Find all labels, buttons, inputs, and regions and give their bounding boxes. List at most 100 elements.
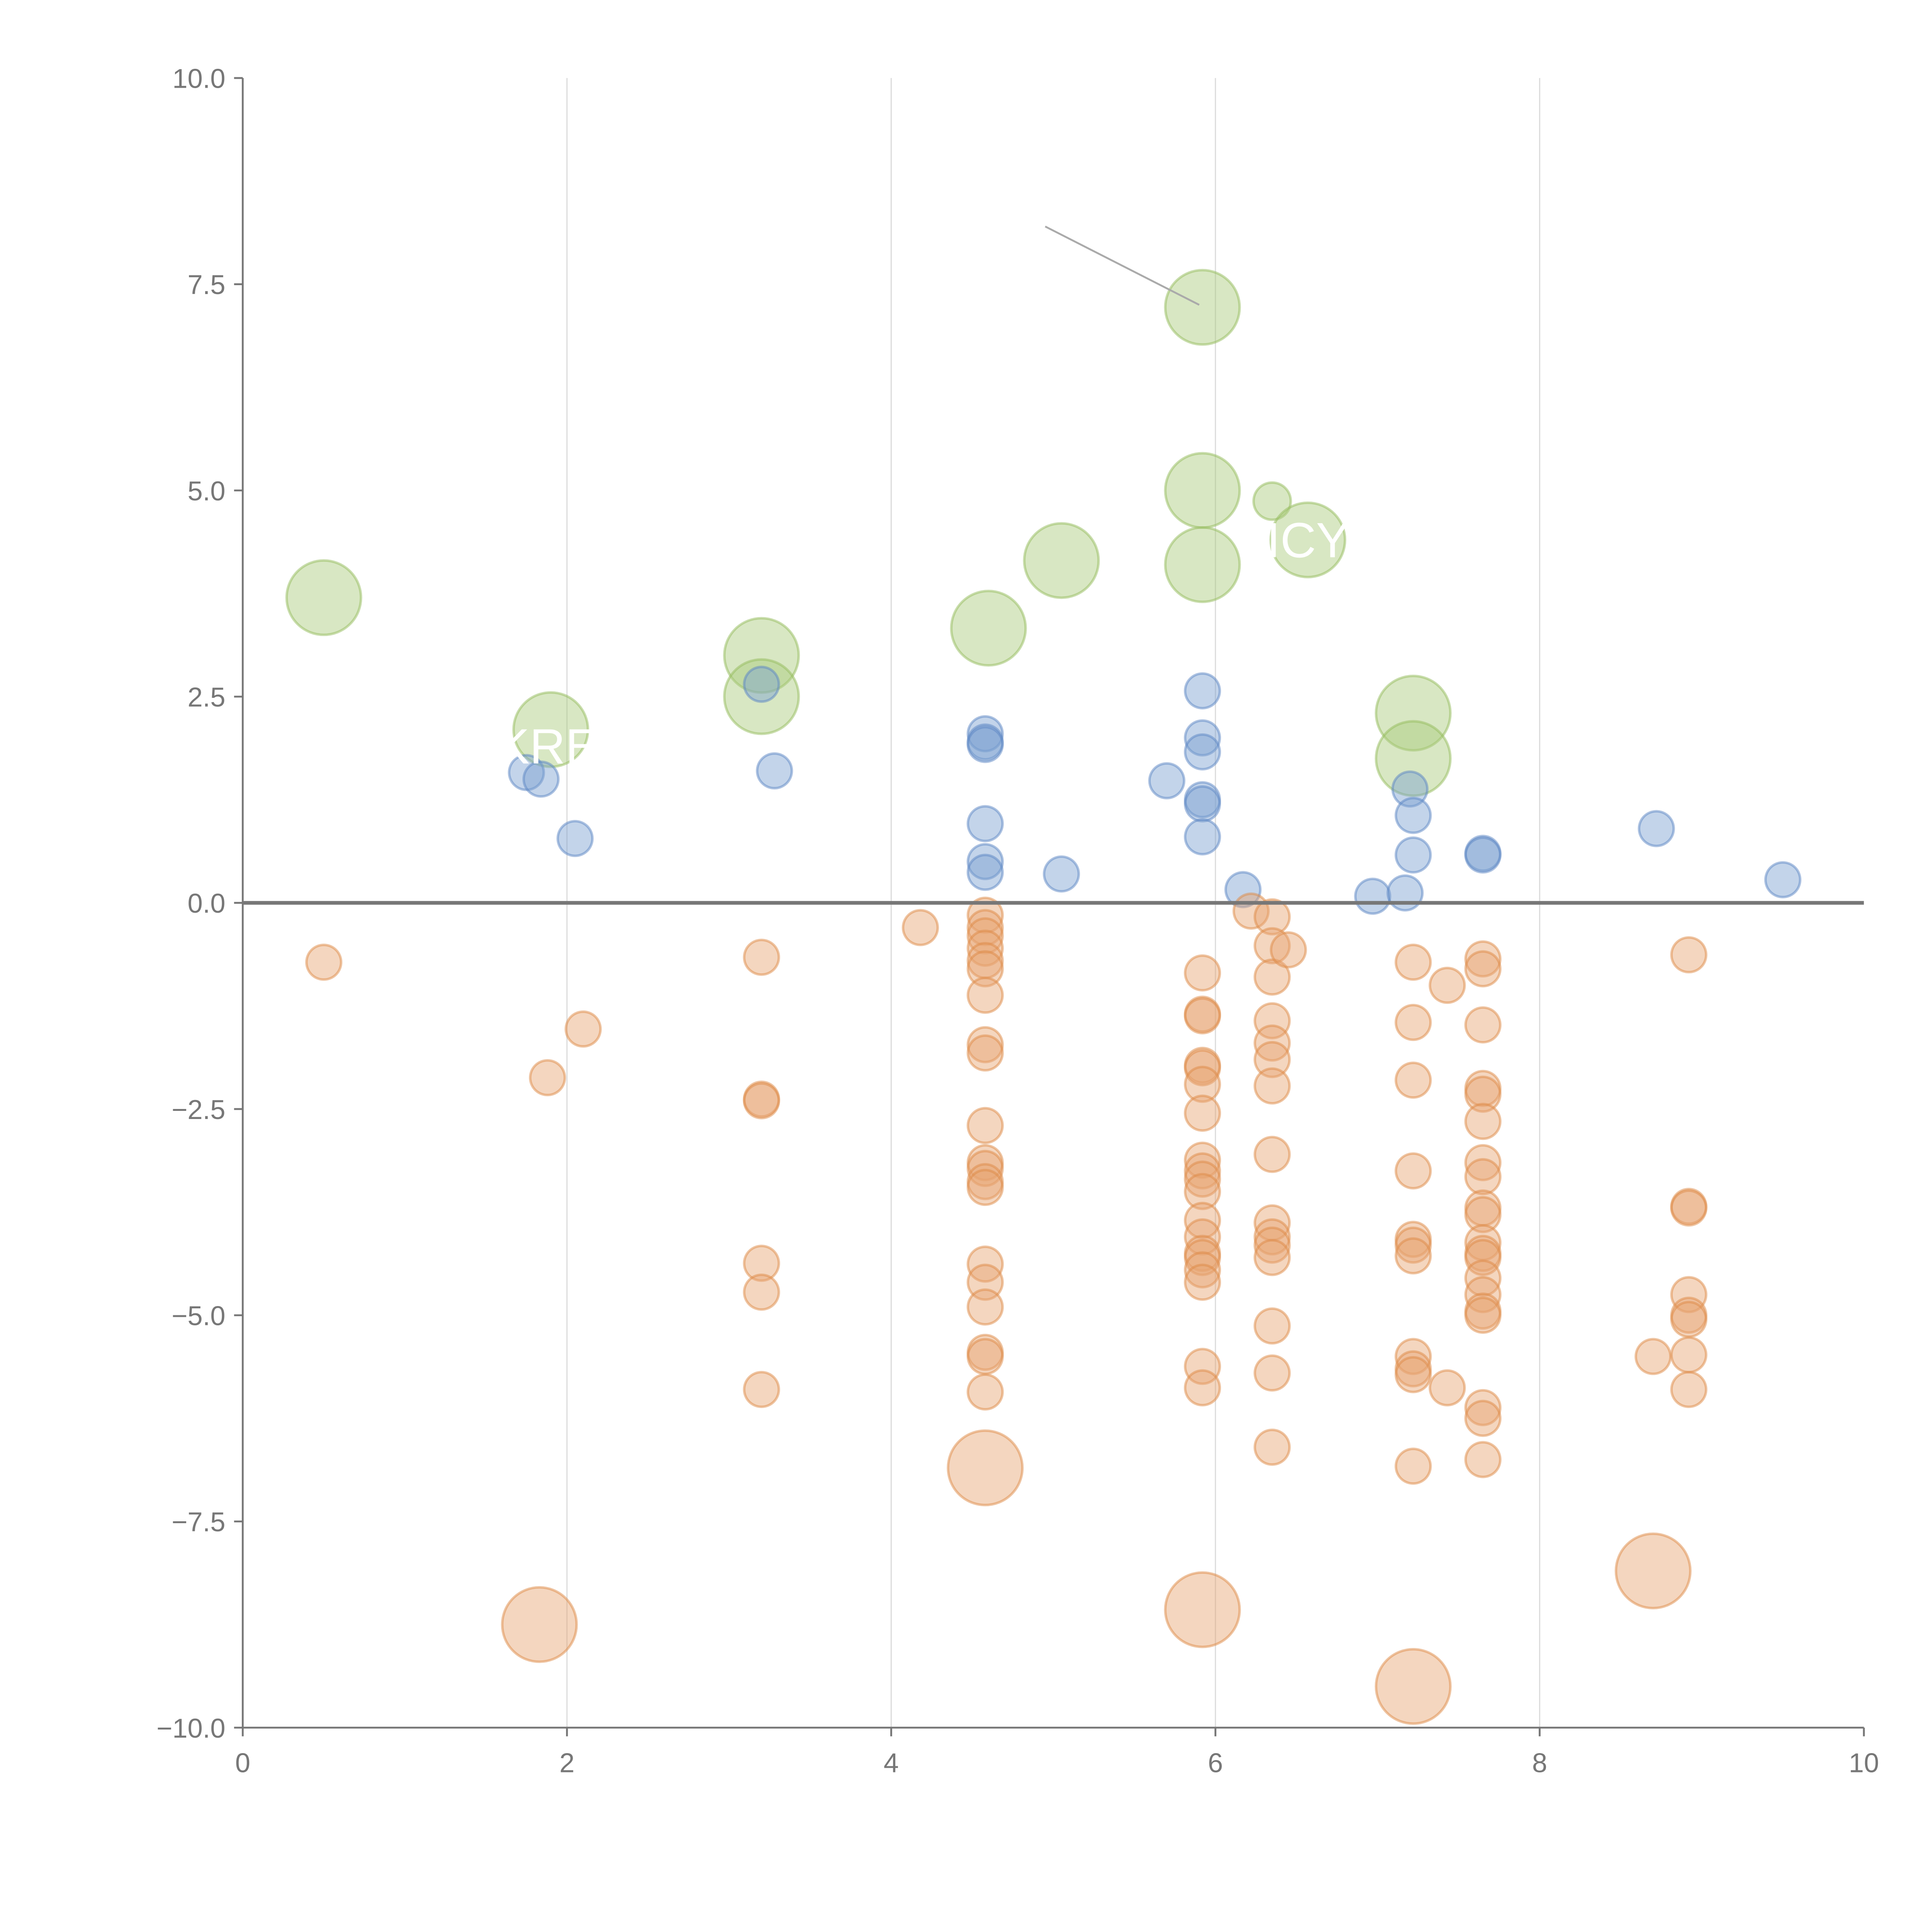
point-orange xyxy=(1253,1226,1291,1264)
point-orange xyxy=(1464,1239,1502,1276)
annotation-leader-line xyxy=(1044,226,1200,306)
point-blue xyxy=(966,805,1004,842)
point-blue xyxy=(743,665,780,703)
point-green xyxy=(723,617,800,694)
point-blue xyxy=(1043,855,1080,893)
point-label: KRE xyxy=(497,719,599,774)
point-orange xyxy=(1184,1264,1221,1301)
point-blue xyxy=(522,760,560,798)
point-orange xyxy=(1395,1003,1432,1041)
point-orange xyxy=(1395,1152,1432,1190)
point-orange xyxy=(1184,1141,1221,1179)
point-orange xyxy=(966,1026,1004,1063)
point-orange xyxy=(1253,1354,1291,1392)
point-orange xyxy=(1464,1389,1502,1427)
point-orange xyxy=(743,939,780,976)
x-tick-label: 2 xyxy=(560,1748,575,1778)
point-green xyxy=(723,658,800,735)
point-orange xyxy=(1270,931,1307,969)
point-orange xyxy=(1395,1226,1432,1264)
point-orange xyxy=(1395,1356,1432,1393)
point-orange xyxy=(1614,1532,1692,1610)
y-tick-label: −7.5 xyxy=(172,1507,225,1537)
point-blue xyxy=(1386,874,1424,912)
y-tick-label: −2.5 xyxy=(172,1094,225,1125)
point-blue xyxy=(1224,871,1262,908)
point-orange xyxy=(966,1034,1004,1072)
point-orange xyxy=(1464,1400,1502,1437)
point-blue xyxy=(756,752,793,790)
point-green xyxy=(1023,522,1100,599)
point-orange xyxy=(966,896,1004,934)
y-tick-label: 0.0 xyxy=(187,888,225,918)
point-orange xyxy=(1253,1041,1291,1078)
point-orange xyxy=(1164,1571,1241,1648)
point-orange xyxy=(966,1373,1004,1411)
y-tick-label: −5.0 xyxy=(172,1300,225,1331)
axes: 0 2 4 6 8 10 10.0 7.5 5.0 2.5 0.0 −2.5 −5.0 −7.5 −10.0 xyxy=(156,63,1879,1778)
point-orange xyxy=(1395,1237,1432,1275)
point-blue xyxy=(1764,861,1802,898)
point-orange xyxy=(966,976,1004,1014)
point-orange xyxy=(1395,1061,1432,1099)
point-orange xyxy=(1253,898,1291,935)
point-blue xyxy=(1184,818,1221,855)
point-orange xyxy=(901,909,939,946)
point-green xyxy=(1164,526,1241,603)
point-orange xyxy=(1253,1218,1291,1256)
point-blue xyxy=(556,820,594,857)
point-blue xyxy=(1184,785,1221,823)
point-blue xyxy=(1354,878,1391,915)
point-orange xyxy=(565,1010,602,1048)
y-tick-label: 7.5 xyxy=(187,269,225,300)
point-orange xyxy=(743,1245,780,1282)
x-tick-label: 4 xyxy=(884,1748,899,1778)
point-orange xyxy=(1464,1006,1502,1044)
x-tick-label: 8 xyxy=(1532,1748,1547,1778)
point-orange xyxy=(1464,940,1502,978)
point-orange xyxy=(1395,1447,1432,1485)
point-orange xyxy=(966,929,1004,967)
point-orange xyxy=(966,1150,1004,1187)
point-blue xyxy=(1464,836,1502,874)
point-orange xyxy=(966,1288,1004,1326)
point-orange xyxy=(1184,1152,1221,1190)
point-blue xyxy=(1638,810,1675,847)
point-green xyxy=(1269,501,1347,578)
point-blue xyxy=(966,715,1004,753)
point-orange xyxy=(966,909,1004,946)
point-blue xyxy=(966,843,1004,880)
point-orange xyxy=(1464,1296,1502,1334)
point-orange xyxy=(966,1107,1004,1144)
point-orange xyxy=(1464,1441,1502,1478)
point-orange xyxy=(1634,1338,1672,1375)
point-blue xyxy=(1395,797,1432,834)
point-green xyxy=(1252,481,1292,521)
x-tick-label: 10 xyxy=(1849,1748,1879,1778)
point-orange xyxy=(1184,1066,1221,1103)
point-orange xyxy=(1184,954,1221,992)
x-tick-label: 0 xyxy=(235,1748,250,1778)
point-orange xyxy=(1184,1094,1221,1132)
y-tick-label: −10.0 xyxy=(156,1713,225,1743)
point-green xyxy=(512,691,589,768)
point-orange xyxy=(1253,958,1291,996)
point-orange xyxy=(1670,936,1708,974)
point-orange xyxy=(743,1371,780,1408)
point-orange xyxy=(1670,1301,1708,1338)
point-blue xyxy=(1184,672,1221,710)
point-orange xyxy=(966,1338,1004,1375)
point-orange xyxy=(305,944,343,981)
point-orange xyxy=(1253,1307,1291,1345)
point-orange xyxy=(966,1168,1004,1206)
y-tick-label: 2.5 xyxy=(187,682,225,713)
point-orange xyxy=(1374,1648,1452,1725)
points xyxy=(285,269,1802,1725)
point-green xyxy=(1374,675,1452,752)
point-orange xyxy=(1464,1075,1502,1113)
point-orange xyxy=(1464,950,1502,988)
point-orange xyxy=(1429,966,1466,1004)
point-orange xyxy=(1253,1239,1291,1276)
point-orange xyxy=(1464,1103,1502,1140)
point-orange xyxy=(1670,1371,1708,1408)
